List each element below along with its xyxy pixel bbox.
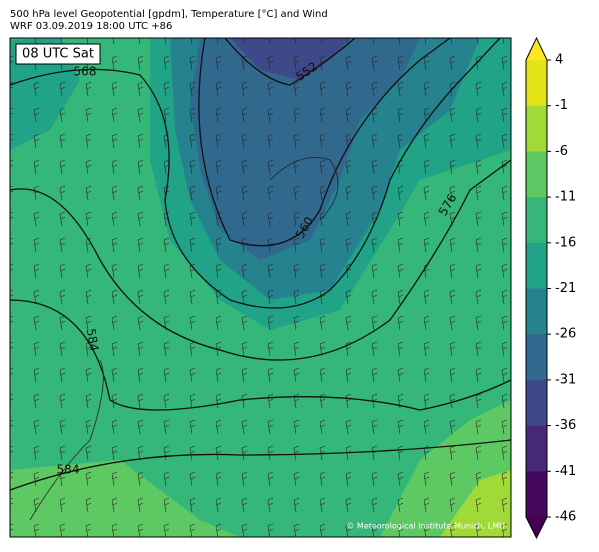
colorbar-tick-label: -36 [555,418,576,433]
colorbar-band [526,60,547,107]
colorbar-band [526,379,547,427]
credit: © Meteorological Institute Munich, LMU [346,522,505,531]
wind-barbs [10,38,511,537]
time-box [15,43,101,65]
colorbar-tick-label: -6 [555,144,568,159]
colorbar-band [526,334,547,381]
contour-560 [198,38,451,247]
contour-568 [10,38,501,309]
contour-label: 584 [84,327,102,352]
colorbar-tick-label: 4 [555,53,563,68]
colorbar-band [526,288,547,335]
colorbar: 4 -1 -6 -11 -16 -21 -26 -31 -36 -41 -46 [525,36,576,540]
map: 568 552 560 576 584 584 © Meteorological… [10,38,511,537]
contour-588 [10,439,511,491]
colorbar-under [526,517,547,538]
map-frame [9,37,512,538]
subtitle: WRF 03.09.2019 18:00 UTC +86 [10,21,172,32]
colorbar-band [526,471,547,518]
colorbar-band [526,105,547,152]
colorbar-band [526,151,547,198]
colorbar-tick-label: -1 [555,98,568,113]
contour-576 [10,159,511,361]
contour-label: 584 [57,463,80,477]
colorbar-tick-label: -11 [555,190,576,205]
colorbar-tick-label: -21 [555,281,576,296]
colorbar-tick-label: -31 [555,372,576,387]
contour-552 [224,38,356,86]
coastline [29,359,104,521]
time-label: 08 UTC Sat [22,47,94,62]
colorbar-tick-label: -41 [555,464,576,479]
contour-label: 568 [74,65,97,79]
colorbar-band [526,197,547,244]
colorbar-tick-label: -26 [555,327,576,342]
title: 500 hPa level Geopotential [gpdm], Tempe… [10,9,328,20]
colorbar-over [526,38,547,60]
colorbar-band [526,242,547,289]
colorbar-tick-label: -16 [555,235,576,250]
colorbar-band [526,425,547,472]
coastline [269,157,339,221]
contour-584 [10,299,511,411]
colorbar-tick-label: -46 [555,510,576,525]
